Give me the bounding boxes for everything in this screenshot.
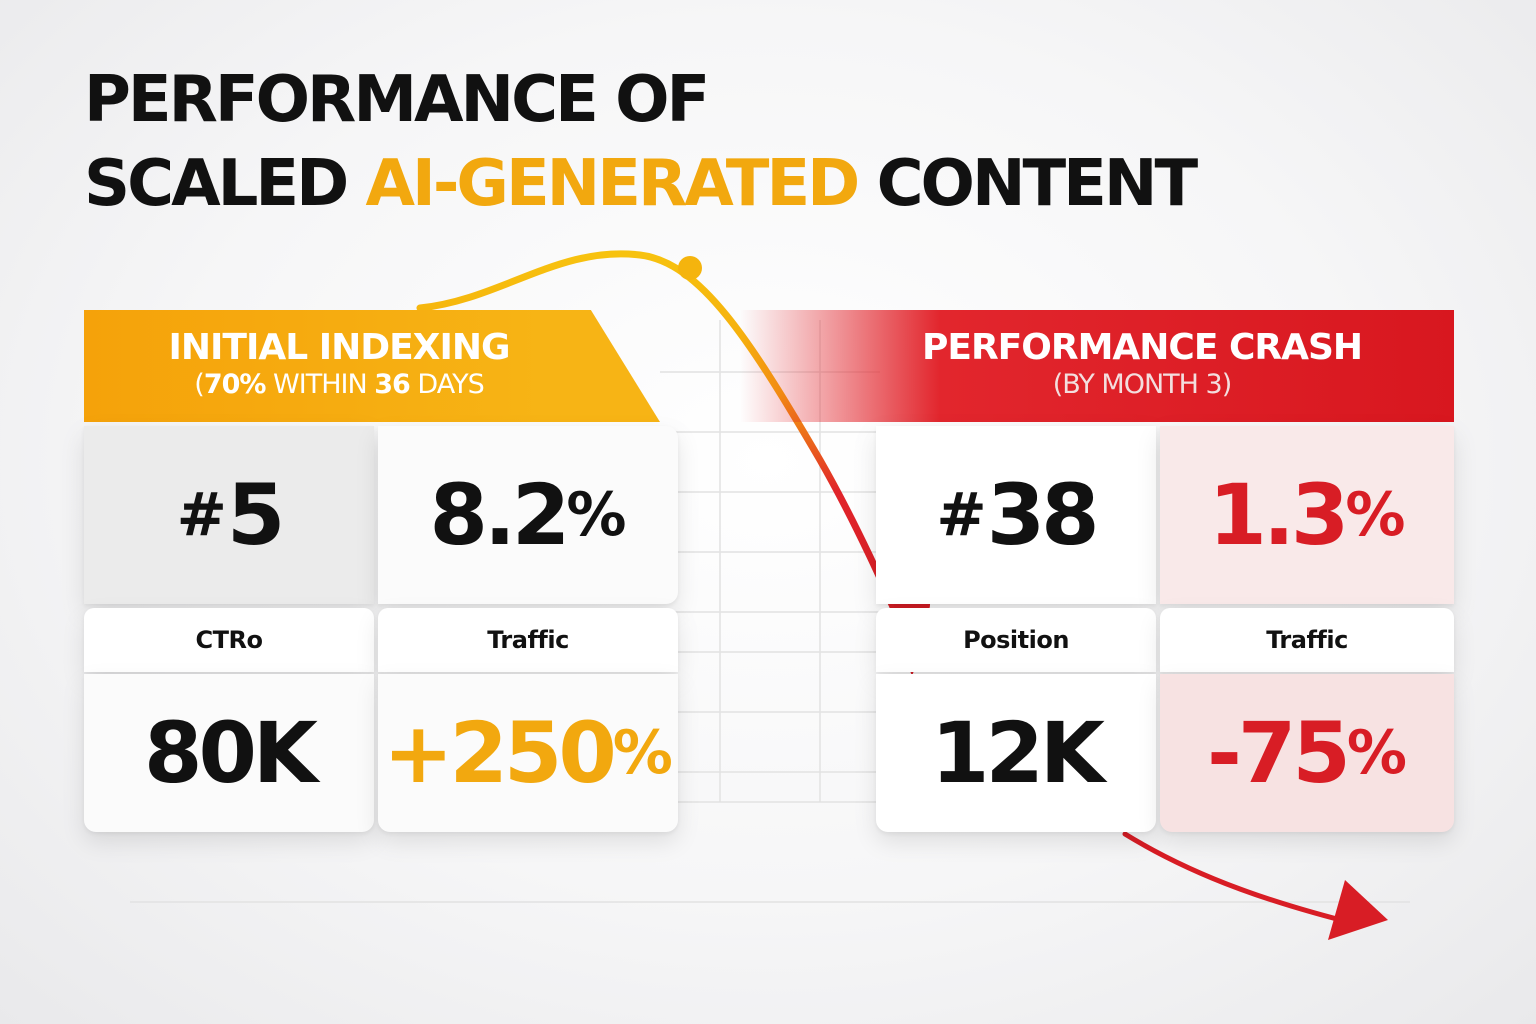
right-ctr-value: 1.3 — [1208, 466, 1350, 564]
initial-indexing-title: INITIAL INDEXING — [168, 327, 510, 368]
initial-indexing-header: INITIAL INDEXING (70% WITHIN 36 DAYS — [84, 310, 660, 422]
title-accent: AI-GENERATED — [365, 147, 861, 221]
page-title: PERFORMANCE OF SCALED AI-GENERATED CONTE… — [84, 58, 1199, 226]
downtrend-arrow-line — [1122, 831, 1363, 928]
right-ctr-unit: % — [1345, 480, 1406, 550]
peak-point — [678, 256, 702, 280]
right-position-card: #38 — [876, 426, 1156, 604]
right-ctr-card: 1.3% — [1160, 426, 1454, 604]
initial-indexing-subtitle: (70% WITHIN 36 DAYS — [194, 369, 484, 400]
right-change-unit: % — [1346, 718, 1407, 788]
performance-crash-subtitle: (BY MONTH 3) — [1052, 369, 1233, 400]
title-line-2-suffix: CONTENT — [857, 147, 1199, 221]
right-traffic-value: 12K — [931, 704, 1105, 802]
right-traffic-card: 12K — [876, 674, 1156, 832]
left-label-traffic: Traffic — [378, 608, 678, 672]
left-position-card: #5 — [84, 426, 374, 604]
performance-crash-header: PERFORMANCE CRASH (BY MONTH 3) — [740, 310, 1454, 422]
right-change-card: -75% — [1160, 674, 1454, 832]
downtrend-arrow-head — [1328, 880, 1388, 940]
left-ctr-unit: % — [566, 480, 627, 550]
right-label-position: Position — [876, 608, 1156, 672]
performance-crash-title: PERFORMANCE CRASH — [921, 327, 1363, 368]
left-traffic-value: 80K — [144, 704, 318, 802]
hash-symbol: # — [176, 480, 227, 550]
right-change-value: -75 — [1207, 704, 1351, 802]
left-position-value: 5 — [226, 466, 285, 564]
left-label-ctr: CTRo — [84, 608, 374, 672]
left-change-value: +250 — [383, 704, 617, 802]
hash-symbol: # — [936, 480, 987, 550]
left-ctr-value: 8.2 — [429, 466, 571, 564]
left-change-unit: % — [612, 718, 673, 788]
left-traffic-card: 80K — [84, 674, 374, 832]
right-position-value: 38 — [986, 466, 1100, 564]
right-label-traffic: Traffic — [1160, 608, 1454, 672]
title-line-1: PERFORMANCE OF — [84, 63, 710, 137]
trend-line — [416, 250, 916, 654]
left-change-card: +250% — [378, 674, 678, 832]
title-line-2-prefix: SCALED — [84, 147, 366, 221]
left-ctr-card: 8.2% — [378, 426, 678, 604]
